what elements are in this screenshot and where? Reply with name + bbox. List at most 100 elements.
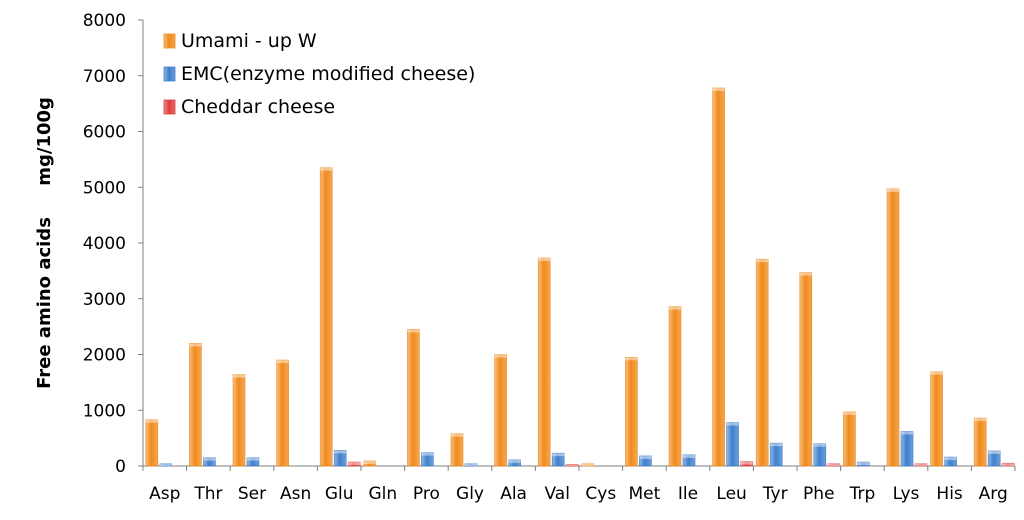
- bar-emc-enzyme-modified-cheese-: [944, 456, 957, 467]
- bar-emc-enzyme-modified-cheese-: [682, 454, 696, 467]
- bar-umami-up-w: [799, 272, 813, 467]
- bar-top-highlight: [233, 374, 245, 378]
- bar-umami-up-w: [407, 329, 420, 467]
- bar-umami-up-w: [930, 371, 943, 467]
- bar-umami-up-w: [450, 433, 464, 467]
- x-tick-label: Cys: [585, 484, 616, 504]
- bar-emc-enzyme-modified-cheese-: [857, 461, 870, 467]
- bar-top-highlight: [726, 422, 739, 426]
- bar-top-highlight: [944, 457, 957, 461]
- y-tick-label: 2000: [83, 346, 126, 366]
- bar-top-highlight: [203, 457, 216, 461]
- bar-top-highlight: [740, 461, 753, 465]
- bar-top-highlight: [538, 258, 551, 262]
- bar-top-highlight: [421, 452, 434, 456]
- x-tick-label: Gly: [456, 484, 484, 504]
- bar-top-highlight: [639, 455, 652, 459]
- bar-top-highlight: [974, 418, 987, 422]
- x-tick-label: Pro: [413, 484, 440, 504]
- bar-top-highlight: [451, 433, 463, 437]
- bar-top-highlight: [901, 431, 913, 435]
- bar-top-highlight: [189, 343, 202, 347]
- bar-emc-enzyme-modified-cheese-: [769, 442, 783, 467]
- bar-top-highlight: [566, 464, 579, 466]
- bar-top-highlight: [494, 354, 507, 358]
- bar-emc-enzyme-modified-cheese-: [900, 431, 914, 467]
- bar-umami-up-w: [755, 258, 769, 467]
- bar-cheddar-cheese: [347, 461, 361, 467]
- bar-umami-up-w: [843, 411, 856, 467]
- bar-emc-enzyme-modified-cheese-: [421, 452, 434, 467]
- y-tick-label: 4000: [83, 234, 126, 254]
- bar-top-highlight: [756, 259, 769, 263]
- bar-umami-up-w: [232, 374, 246, 467]
- x-tick-label: Val: [544, 484, 569, 504]
- x-tick-label: Asn: [280, 484, 311, 504]
- legend-label: Umami - up W: [181, 30, 317, 52]
- bar-emc-enzyme-modified-cheese-: [246, 457, 260, 467]
- bar-umami-up-w: [276, 359, 289, 467]
- bar-emc-enzyme-modified-cheese-: [508, 459, 521, 467]
- bar-top-highlight: [930, 371, 943, 375]
- bar-cheddar-cheese: [740, 461, 753, 467]
- bar-top-highlight: [799, 272, 812, 276]
- bar-top-highlight: [683, 454, 695, 458]
- bar-top-highlight: [857, 462, 870, 466]
- bar-top-highlight: [407, 329, 420, 333]
- y-tick-label: 1000: [83, 401, 126, 421]
- legend-swatch: [163, 99, 176, 115]
- bar-emc-enzyme-modified-cheese-: [726, 422, 739, 467]
- x-tick-label: Ser: [238, 484, 266, 504]
- bar-top-highlight: [552, 453, 565, 457]
- y-tick-label: 0: [115, 457, 126, 477]
- bar-umami-up-w: [494, 354, 507, 467]
- y-tick-label: 5000: [83, 178, 126, 198]
- bar-top-highlight: [827, 463, 840, 466]
- x-tick-label: Glu: [325, 484, 354, 504]
- bar-umami-up-w: [668, 306, 682, 467]
- x-tick-label: Tyr: [762, 484, 788, 504]
- y-tick-label: 8000: [83, 11, 126, 31]
- x-tick-label: Trp: [849, 484, 876, 504]
- bar-top-highlight: [276, 360, 289, 364]
- x-tick-label: Ile: [678, 484, 698, 504]
- bar-cheddar-cheese: [565, 464, 579, 467]
- bar-umami-up-w: [886, 188, 900, 467]
- bar-emc-enzyme-modified-cheese-: [333, 450, 347, 467]
- bar-top-highlight: [247, 457, 259, 461]
- bar-emc-enzyme-modified-cheese-: [203, 457, 216, 467]
- x-tick-label: Gln: [368, 484, 397, 504]
- legend-swatch: [163, 66, 176, 82]
- x-tick-label: His: [936, 484, 963, 504]
- bar-emc-enzyme-modified-cheese-: [464, 463, 478, 467]
- x-tick-label: Leu: [716, 484, 746, 504]
- bar-top-highlight: [508, 459, 521, 463]
- bar-top-highlight: [887, 188, 899, 192]
- bar-emc-enzyme-modified-cheese-: [551, 452, 565, 467]
- bar-top-highlight: [712, 88, 725, 92]
- bar-umami-up-w: [319, 167, 333, 467]
- y-tick-label: 3000: [83, 290, 126, 310]
- bar-emc-enzyme-modified-cheese-: [987, 450, 1001, 467]
- bar-top-highlight: [465, 463, 477, 466]
- legend-label: EMC(enzyme modified cheese): [181, 63, 475, 85]
- bar-umami-up-w: [363, 460, 377, 467]
- bar-top-highlight: [363, 460, 376, 464]
- bar-umami-up-w: [189, 343, 202, 467]
- bar-top-highlight: [625, 357, 638, 361]
- bar-top-highlight: [581, 463, 594, 466]
- bar-umami-up-w: [145, 419, 159, 467]
- y-tick-label: 7000: [83, 67, 126, 87]
- bar-cheddar-cheese: [827, 463, 841, 467]
- x-tick-label: Met: [629, 484, 661, 504]
- bar-top-highlight: [320, 167, 333, 171]
- legend-label: Cheddar cheese: [181, 96, 335, 118]
- bar-top-highlight: [1002, 463, 1015, 466]
- bar-umami-up-w: [973, 417, 987, 467]
- bar-emc-enzyme-modified-cheese-: [159, 463, 173, 467]
- bar-top-highlight: [348, 462, 361, 466]
- bar-top-highlight: [159, 463, 172, 466]
- bar-top-highlight: [813, 443, 826, 447]
